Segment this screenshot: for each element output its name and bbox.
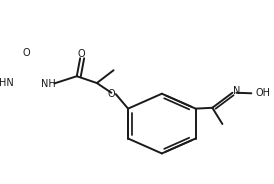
Text: O: O [78, 49, 85, 59]
Text: OH: OH [256, 88, 271, 98]
Text: O: O [108, 89, 116, 99]
Text: O: O [23, 48, 30, 58]
Text: NH: NH [41, 79, 56, 89]
Text: HN: HN [0, 78, 14, 88]
Text: N: N [233, 86, 240, 96]
